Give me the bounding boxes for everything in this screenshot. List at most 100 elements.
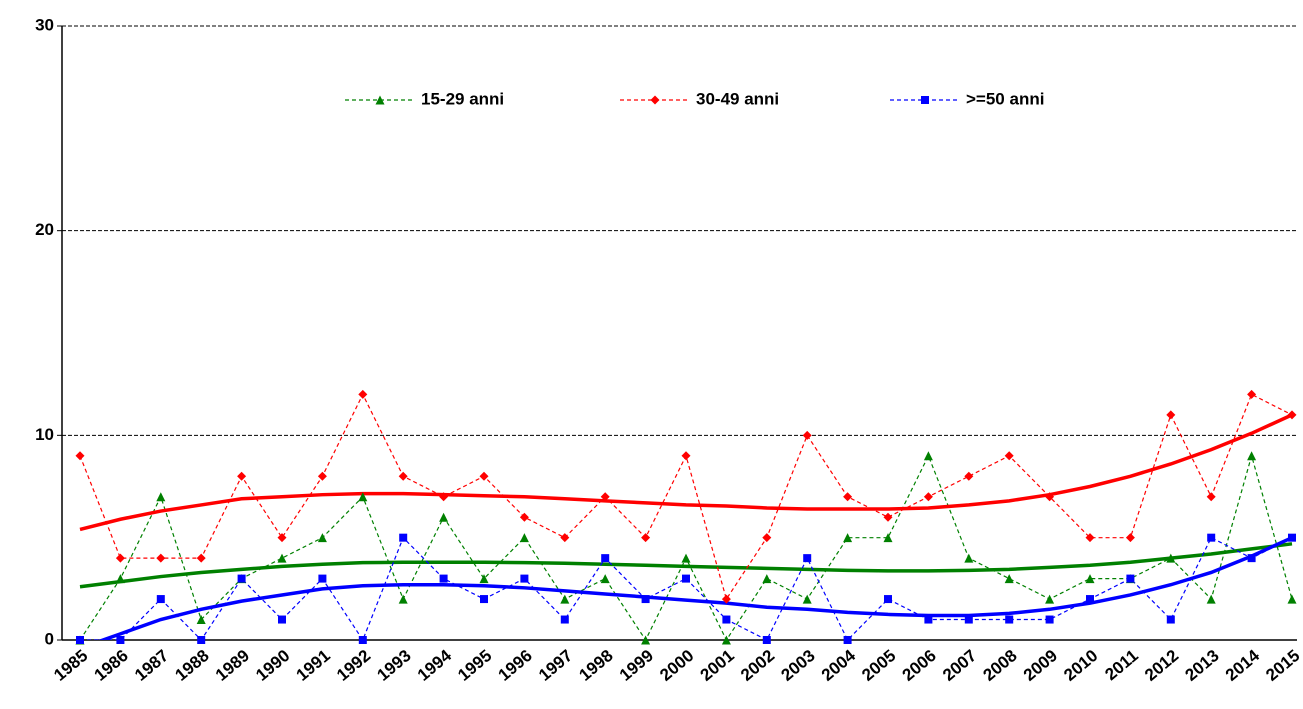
data-point <box>924 615 933 624</box>
data-point <box>197 636 206 644</box>
data-point <box>721 635 731 645</box>
data-point <box>762 636 771 644</box>
data-point <box>358 389 368 399</box>
x-tick-label: 1989 <box>212 646 253 685</box>
data-point <box>1287 410 1297 420</box>
data-point <box>277 553 287 563</box>
x-tick-label: 2008 <box>979 646 1020 685</box>
data-point <box>964 553 974 563</box>
y-tick-label: 20 <box>35 220 54 239</box>
data-point <box>156 595 165 604</box>
x-tick-label: 2011 <box>1101 646 1141 684</box>
data-point <box>641 595 650 604</box>
data-point <box>1166 615 1175 624</box>
x-tick-label: 2007 <box>939 646 980 685</box>
legend-label: >=50 anni <box>966 89 1044 108</box>
x-tick-label: 2014 <box>1222 646 1264 685</box>
series-line <box>80 536 1293 640</box>
data-point <box>398 471 408 481</box>
data-point <box>1247 389 1257 399</box>
data-point <box>1004 451 1014 461</box>
x-tick-label: 2001 <box>697 646 738 685</box>
data-point <box>520 574 529 583</box>
legend-marker <box>650 95 660 105</box>
data-point <box>721 594 731 604</box>
x-tick-label: 2015 <box>1262 646 1303 685</box>
data-point <box>278 615 286 624</box>
x-tick-label: 1985 <box>50 646 91 685</box>
data-point <box>601 554 610 563</box>
data-point <box>883 512 893 522</box>
legend-marker <box>921 96 929 104</box>
data-point <box>681 451 691 461</box>
x-tick-label: 1995 <box>454 646 495 685</box>
data-point <box>641 635 651 645</box>
data-point <box>600 492 610 502</box>
plot-area <box>79 393 1293 640</box>
data-point <box>600 574 610 584</box>
data-point <box>722 615 731 624</box>
data-point <box>762 574 772 584</box>
data-point <box>1125 533 1135 543</box>
data-point <box>682 574 690 583</box>
data-point <box>1206 594 1216 604</box>
data-point <box>358 636 367 644</box>
data-point <box>843 533 853 543</box>
data-point <box>1005 615 1014 624</box>
data-point <box>439 574 448 583</box>
data-point <box>1085 574 1095 584</box>
data-point <box>1288 533 1296 542</box>
data-point <box>317 533 327 543</box>
data-point <box>964 615 973 624</box>
x-tick-label: 2013 <box>1181 646 1222 685</box>
data-point <box>1166 553 1176 563</box>
data-point <box>1045 492 1055 502</box>
data-point <box>843 636 852 644</box>
x-tick-label: 1996 <box>495 646 536 685</box>
data-point <box>519 512 529 522</box>
data-point <box>439 492 449 502</box>
data-point <box>277 533 287 543</box>
x-tick-label: 2002 <box>737 646 778 685</box>
y-tick-label: 30 <box>35 15 54 34</box>
data-point <box>115 574 125 584</box>
data-point <box>802 430 812 440</box>
data-point <box>358 492 368 502</box>
x-tick-label: 1992 <box>333 646 374 685</box>
trend-line <box>79 542 1293 589</box>
x-tick-label: 1994 <box>414 646 456 685</box>
data-point <box>196 553 206 563</box>
data-point <box>1207 533 1216 542</box>
data-point <box>196 615 206 625</box>
data-point <box>237 574 246 583</box>
x-tick-label: 1993 <box>373 646 414 685</box>
data-point <box>1247 554 1256 563</box>
data-point <box>560 615 569 624</box>
data-point <box>318 574 327 583</box>
series-line <box>79 453 1293 640</box>
x-tick-label: 1999 <box>616 646 657 685</box>
y-tick-label: 0 <box>45 629 54 648</box>
data-point <box>439 512 449 522</box>
data-point <box>681 553 691 563</box>
data-point <box>519 533 529 543</box>
data-point <box>883 533 893 543</box>
data-point <box>802 594 812 604</box>
data-point <box>116 636 125 644</box>
data-point <box>1045 594 1055 604</box>
data-point <box>398 594 408 604</box>
legend-label: 30-49 anni <box>696 89 779 108</box>
x-tick-label: 1998 <box>575 646 616 685</box>
x-tick-label: 2006 <box>899 646 940 685</box>
data-point <box>156 553 166 563</box>
trend-line <box>79 413 1293 532</box>
data-point <box>803 554 812 563</box>
data-point <box>843 492 853 502</box>
x-tick-label: 2003 <box>777 646 818 685</box>
data-point <box>762 533 772 543</box>
data-point <box>479 471 489 481</box>
data-point <box>237 471 247 481</box>
data-point <box>1287 594 1297 604</box>
x-tick-label: 1990 <box>252 646 293 685</box>
legend-label: 15-29 anni <box>421 89 504 108</box>
